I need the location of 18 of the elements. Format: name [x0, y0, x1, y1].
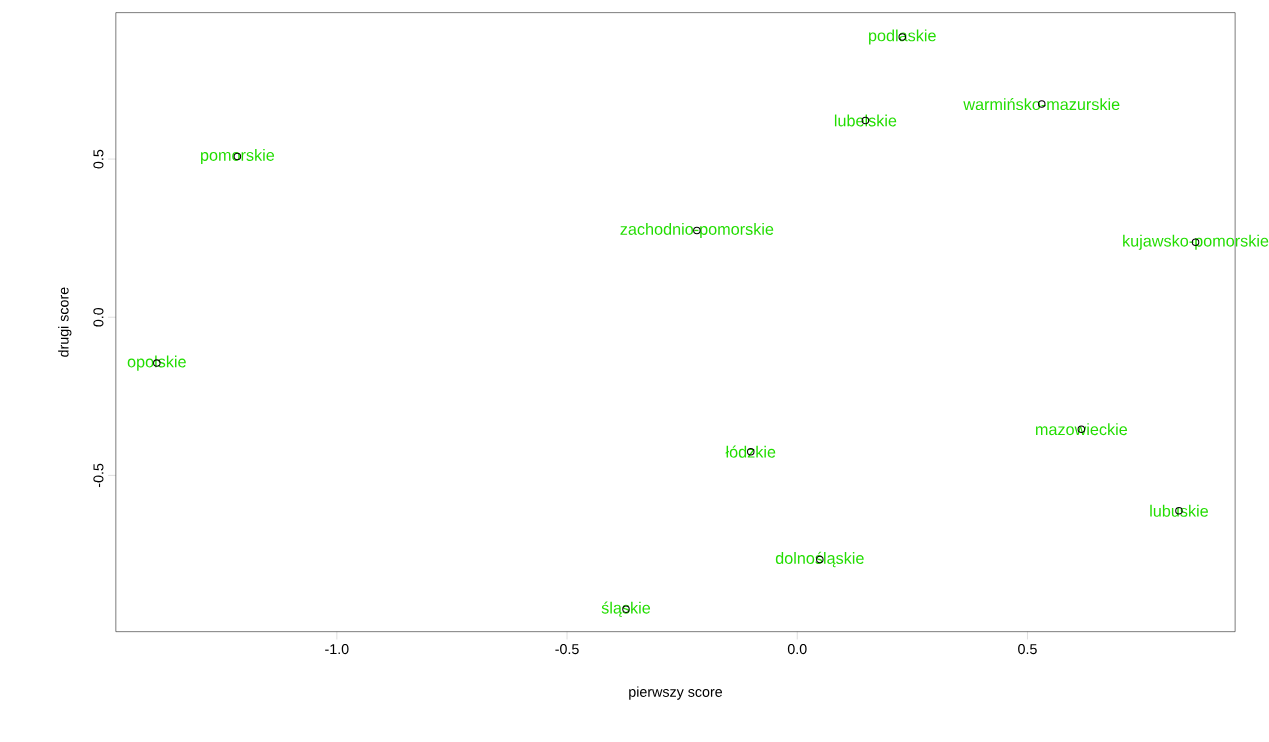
annotation: śląskie — [601, 601, 651, 618]
annotation: łódzkie — [725, 445, 776, 458]
annotation: pomorskie — [201, 149, 275, 165]
annotation: zachodnio-pomorskie — [620, 223, 774, 239]
annotation: podlaskie — [869, 29, 936, 45]
x-axis-title: pierwszy score — [629, 686, 723, 700]
y-tick-label: -0.5 — [93, 463, 104, 488]
annotation: dolnośląskie — [775, 552, 864, 568]
x-tick-label: 0.0 — [787, 644, 807, 655]
y-tick-label: 0.5 — [93, 149, 104, 169]
annotation: kujawsko-pomorskie — [1123, 234, 1269, 250]
y-axis-title: drugi score — [58, 287, 72, 358]
y-tick-label: 0.0 — [93, 308, 104, 327]
annotation: opolskie — [127, 355, 186, 371]
x-tick-label: 0.5 — [1018, 644, 1037, 655]
x-tick-label: -0.5 — [555, 644, 579, 655]
annotation: lubuskie — [1150, 505, 1208, 517]
x-tick-label: -1.0 — [325, 644, 349, 655]
